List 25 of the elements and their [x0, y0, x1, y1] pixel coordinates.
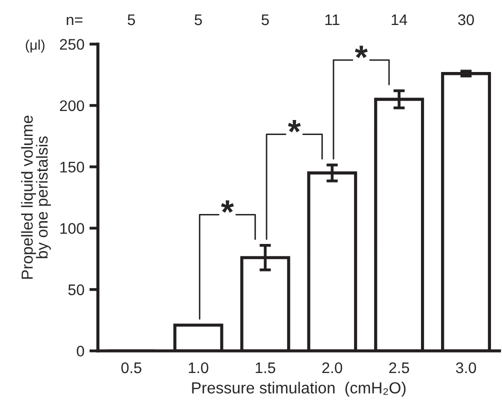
text: (μl)	[26, 40, 44, 53]
annotation: *	[221, 200, 234, 213]
x-tick-label: 3.0	[456, 362, 476, 374]
text: n=	[66, 16, 82, 26]
text: 5	[194, 14, 202, 26]
y-tick-label: 50	[68, 284, 84, 296]
text: 11	[325, 14, 340, 26]
y-tick-label: 200	[60, 100, 84, 112]
annotation: *	[354, 46, 368, 58]
x-axis-title: Pressure stimulation (cmH₂O)	[192, 382, 406, 397]
x-tick-label: 1.5	[256, 362, 276, 374]
y-tick-label: 0	[76, 346, 84, 357]
annotation: *	[288, 120, 301, 132]
x-tick-label: 0.5	[121, 362, 142, 374]
x-tick-label: 2.5	[389, 362, 410, 374]
x-tick-label: 2.0	[322, 362, 342, 374]
text: 5	[128, 14, 135, 26]
y-tick-label: 250	[60, 38, 84, 50]
y-tick-label: 100	[60, 223, 84, 234]
text: 5	[262, 14, 269, 26]
text: 30	[458, 14, 474, 26]
text: 14	[392, 14, 408, 26]
x-tick-label: 1.0	[188, 362, 208, 374]
y-tick-label: 150	[60, 162, 84, 172]
y-axis-title: Propelled liquid volume by one peristalsis	[21, 116, 51, 279]
